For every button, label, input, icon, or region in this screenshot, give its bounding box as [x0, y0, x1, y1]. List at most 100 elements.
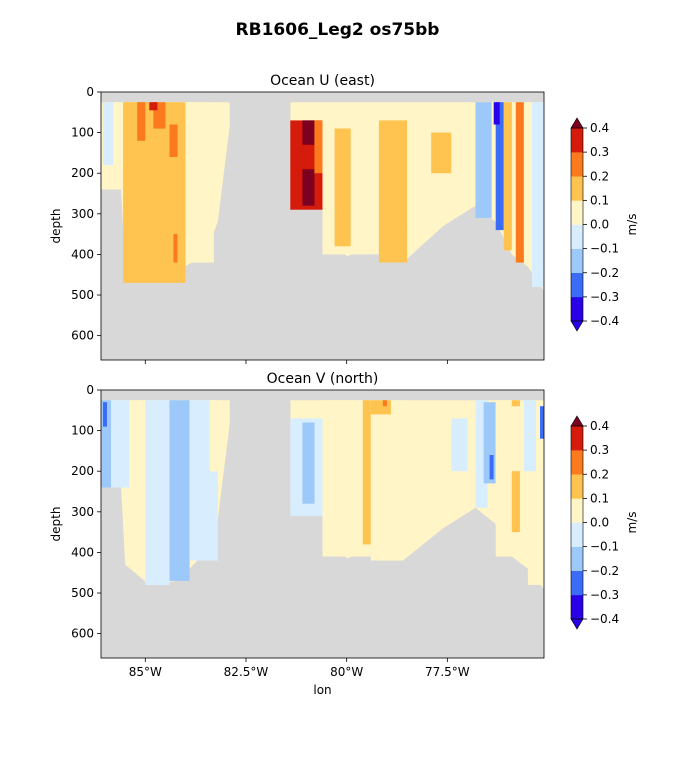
contour-band — [431, 132, 452, 174]
colorbar-tick-label: 0.3 — [590, 145, 609, 159]
colorbar-tick-label: 0.1 — [590, 491, 609, 505]
contour-band — [503, 102, 512, 251]
colorbar-tick-label: 0.0 — [590, 218, 609, 232]
contour-band — [511, 400, 520, 407]
y-tick-label: 200 — [71, 166, 94, 180]
contour-band — [495, 102, 504, 231]
colorbar-tick-label: −0.2 — [590, 266, 619, 280]
colorbar-tick-label: −0.4 — [590, 314, 619, 328]
axes-frame — [100, 389, 545, 659]
contour-band — [493, 102, 500, 125]
y-axis-label: depth — [49, 209, 63, 244]
contour-band — [101, 400, 112, 488]
colorbar-tick-label: −0.2 — [590, 564, 619, 578]
axes-frame — [100, 91, 545, 361]
colorbar-bin — [571, 450, 583, 475]
x-tick-label: 82.5°W — [224, 665, 269, 679]
colorbar-tick-label: −0.1 — [590, 242, 619, 256]
contour-band — [527, 479, 544, 585]
nodata-gap — [229, 390, 289, 658]
x-tick-label: 80°W — [330, 665, 363, 679]
contour-band — [169, 400, 190, 581]
y-tick-label: 100 — [71, 126, 94, 140]
y-tick-label: 200 — [71, 464, 94, 478]
colorbar-bin — [571, 152, 583, 177]
colorbar-bin — [571, 248, 583, 273]
nodata-gap — [229, 92, 289, 360]
colorbar-tick-label: 0.4 — [590, 419, 609, 433]
colorbar-bin — [571, 498, 583, 523]
contour-band — [531, 102, 544, 287]
contour-band — [378, 120, 408, 263]
contour-band — [362, 400, 371, 545]
contour-band — [515, 102, 524, 263]
contour-band — [523, 400, 536, 472]
contour-band — [451, 418, 468, 472]
colorbar-extend-under — [570, 320, 584, 332]
colorbar-tick-label: 0.3 — [590, 443, 609, 457]
y-tick-label: 0 — [86, 85, 94, 99]
colorbar: −0.4 −0.3 −0.2 −0.1 0.0 0.1 0.2 0.3 0.4 m/s — [570, 117, 639, 332]
x-tick-label: 85°W — [129, 665, 162, 679]
contour-band — [322, 400, 371, 557]
colorbar-tick-label: 0.4 — [590, 121, 609, 135]
colorbar-tick-label: 0.2 — [590, 467, 609, 481]
plot-area — [101, 92, 544, 360]
contour-band — [314, 120, 323, 174]
contour-band — [111, 400, 130, 488]
y-tick-label: 300 — [71, 207, 94, 221]
colorbar-label: m/s — [625, 512, 639, 534]
y-tick-label: 100 — [71, 424, 94, 438]
y-tick-label: 500 — [71, 288, 94, 302]
contour-band — [302, 169, 315, 206]
colorbar-tick-label: −0.1 — [590, 540, 619, 554]
contour-band — [149, 102, 158, 111]
colorbar-bin — [571, 594, 583, 620]
colorbar-tick-label: 0.0 — [590, 516, 609, 530]
contour-band — [370, 400, 403, 561]
colorbar-tick-label: 0.1 — [590, 193, 609, 207]
contour-band — [451, 120, 476, 206]
plot-area — [101, 390, 544, 658]
colorbar: −0.4 −0.3 −0.2 −0.1 0.0 0.1 0.2 0.3 0.4 m/s — [570, 415, 639, 630]
colorbar-tick-label: 0.2 — [590, 169, 609, 183]
contour-band — [475, 102, 492, 218]
y-tick-label: 0 — [86, 383, 94, 397]
colorbar-bin — [571, 570, 583, 596]
colorbar-bin — [571, 200, 583, 225]
contour-band — [511, 471, 520, 533]
contour-band — [145, 400, 170, 585]
colorbar-extend-over — [570, 415, 584, 427]
contour-band — [209, 400, 218, 472]
y-tick-label: 400 — [71, 545, 94, 559]
y-axis-label: depth — [49, 507, 63, 542]
colorbar-tick-label: −0.3 — [590, 588, 619, 602]
colorbar-tick-label: −0.3 — [590, 290, 619, 304]
x-axis-label: lon — [313, 683, 331, 697]
colorbar-bin — [571, 546, 583, 571]
contour-band — [334, 128, 351, 247]
chart-panel-1: Ocean U (east) 0 100 200 300 400 500 600 depth −0… — [49, 73, 639, 364]
contour-band — [489, 455, 494, 480]
colorbar-bin — [571, 272, 583, 298]
contour-band — [137, 102, 146, 141]
colorbar-bin — [571, 296, 583, 322]
colorbar-bin — [571, 426, 583, 451]
colorbar-bin — [571, 522, 583, 547]
contour-band — [103, 402, 107, 427]
colorbar-label: m/s — [625, 214, 639, 236]
chart-panel-2: Ocean V (north) 0 100 200 300 400 500 600 depth 8… — [49, 371, 639, 697]
colorbar-bin — [571, 176, 583, 201]
contour-band — [370, 400, 391, 415]
contour-band — [169, 124, 178, 157]
figure-title: RB1606_Leg2 os75bb — [235, 20, 440, 40]
colorbar-bin — [571, 128, 583, 153]
panel-title: Ocean V (north) — [267, 371, 379, 387]
contour-band — [382, 400, 387, 407]
colorbar-extend-over — [570, 117, 584, 129]
y-tick-label: 500 — [71, 586, 94, 600]
contour-band — [173, 234, 178, 263]
y-tick-label: 600 — [71, 627, 94, 641]
contour-band — [403, 414, 444, 529]
